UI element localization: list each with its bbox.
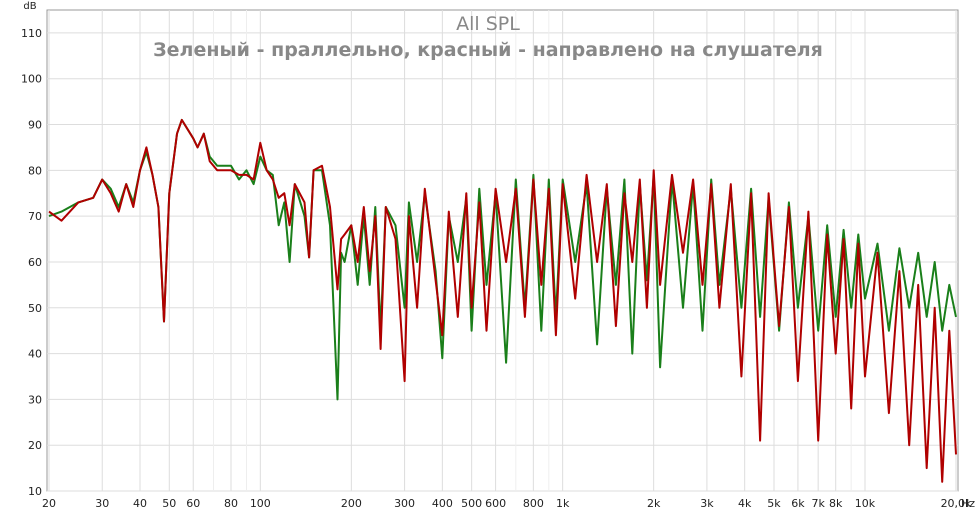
- x-tick-label: 8k: [829, 497, 843, 510]
- y-tick-label: 80: [28, 164, 42, 177]
- y-tick-label: 60: [28, 256, 42, 269]
- x-tick-label: 5k: [767, 497, 781, 510]
- x-tick-label: 60: [186, 497, 200, 510]
- y-tick-label: 10: [28, 485, 42, 498]
- x-tick-label: 7k: [811, 497, 825, 510]
- x-tick-label: 30: [95, 497, 109, 510]
- y-tick-label: 20: [28, 439, 42, 452]
- y-tick-label: 110: [21, 27, 42, 40]
- y-tick-label: 40: [28, 348, 42, 361]
- x-tick-label: 400: [432, 497, 453, 510]
- x-tick-label: 20,0k: [941, 497, 972, 510]
- y-tick-label: 50: [28, 302, 42, 315]
- x-tick-label: 3k: [700, 497, 714, 510]
- chart-subtitle: Зеленый - праллельно, красный - направле…: [153, 39, 823, 61]
- y-tick-label: 70: [28, 210, 42, 223]
- x-tick-label: 300: [394, 497, 415, 510]
- x-tick-label: 80: [224, 497, 238, 510]
- x-tick-label: 50: [162, 497, 176, 510]
- x-tick-label: 100: [250, 497, 271, 510]
- x-tick-label: 800: [523, 497, 544, 510]
- x-tick-label: 6k: [791, 497, 805, 510]
- x-tick-label: 200: [341, 497, 362, 510]
- y-tick-label: 100: [21, 73, 42, 86]
- y-unit: dB: [23, 1, 36, 12]
- x-tick-label: 2k: [647, 497, 661, 510]
- y-tick-label: 90: [28, 119, 42, 132]
- chart-title: All SPL: [456, 13, 520, 35]
- x-unit: Hz: [961, 497, 975, 510]
- y-tick-label: 30: [28, 393, 42, 406]
- x-tick-label: 20: [42, 497, 56, 510]
- x-tick-label: 4k: [738, 497, 752, 510]
- x-tick-label: 10k: [855, 497, 876, 510]
- plot-area: [46, 9, 959, 492]
- x-tick-label: 1k: [556, 497, 570, 510]
- x-tick-label: 600: [485, 497, 506, 510]
- x-tick-label: 500: [461, 497, 482, 510]
- x-tick-label: 40: [133, 497, 147, 510]
- series-line: [48, 118, 957, 483]
